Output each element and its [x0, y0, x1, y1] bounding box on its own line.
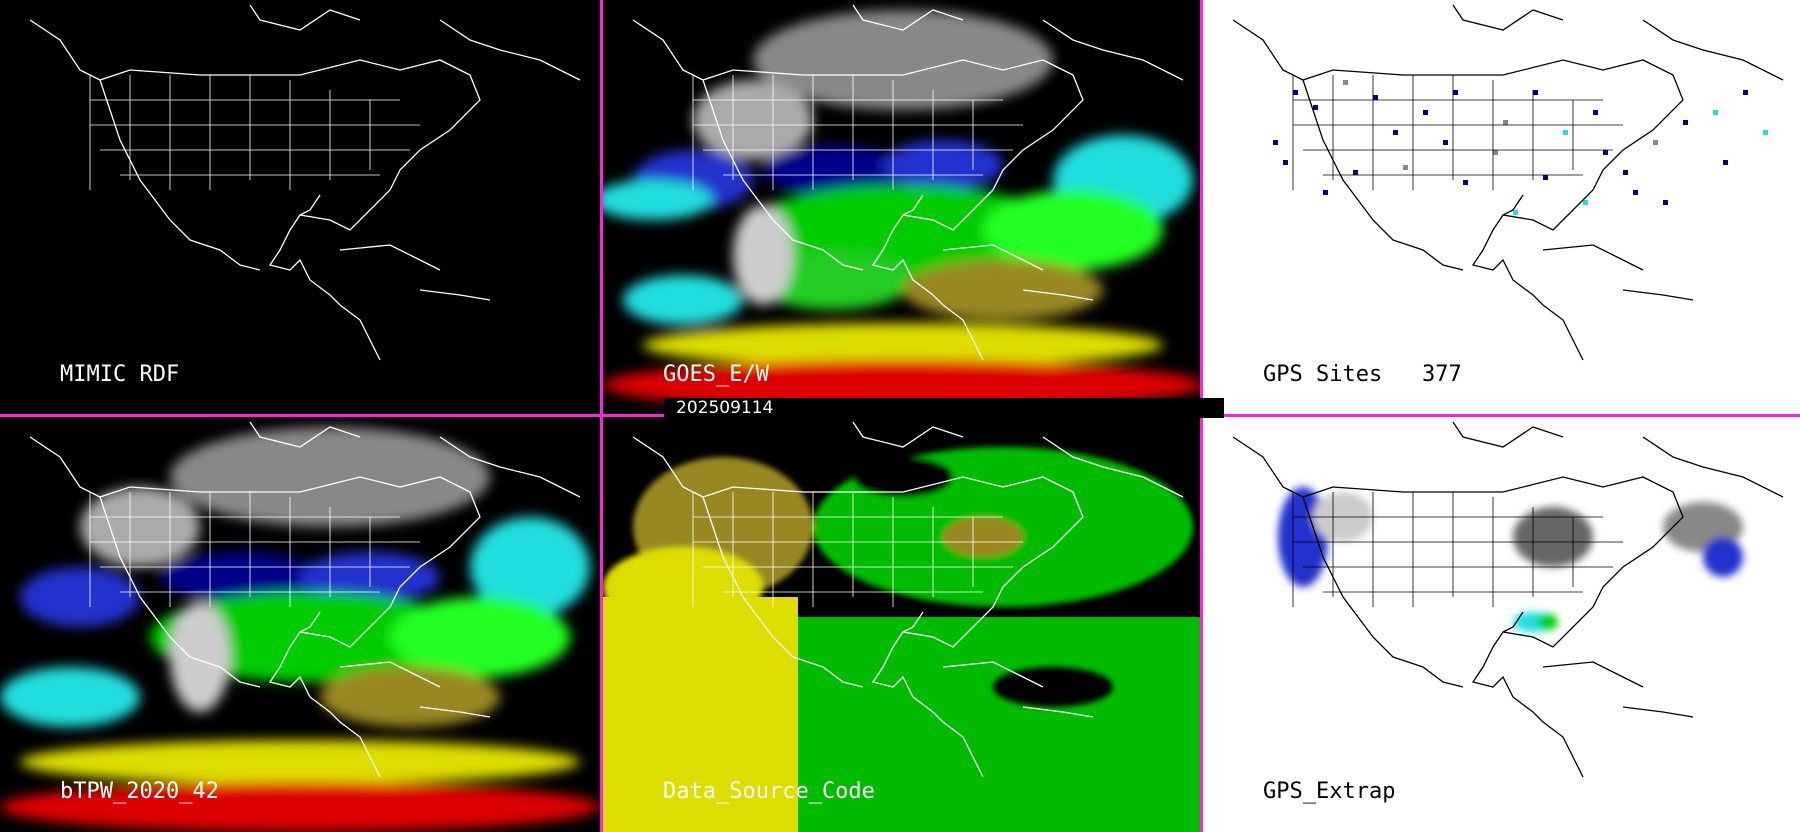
panel-gps-extrap: GPS_Extrap	[1203, 417, 1800, 832]
panel-mimic-rdf: MIMIC RDF	[0, 0, 600, 414]
panel-label: GPS Sites 377	[1263, 362, 1462, 387]
map-goes-ew	[603, 4, 1200, 410]
gps-sites-title: GPS Sites	[1263, 362, 1383, 387]
panel-label: Data_Source_Code	[663, 779, 875, 804]
panel-btpw: bTPW_2020_42	[0, 417, 600, 832]
panel-label: GOES_E/W	[663, 362, 769, 387]
panel-gps-sites: GPS Sites 377	[1203, 0, 1800, 414]
coastline-outline	[1232, 421, 1784, 778]
divider-vertical-left	[600, 0, 603, 832]
panel-goes-ew: GOES_E/W	[603, 0, 1200, 414]
gps-site-markers	[1273, 80, 1768, 215]
panel-data-source: Data_Source_Code	[603, 417, 1200, 832]
coastline-outline	[1232, 4, 1784, 361]
map-gps-sites	[1232, 4, 1784, 361]
gps-sites-count: 377	[1421, 362, 1462, 387]
panel-label: GPS_Extrap	[1263, 779, 1396, 804]
coastline-outline	[29, 421, 581, 778]
coastline-outline	[29, 4, 581, 361]
coastline-outline	[632, 421, 1184, 778]
map-mimic-rdf	[29, 4, 581, 361]
map-gps-extrap	[1232, 421, 1784, 778]
map-btpw	[0, 421, 600, 832]
coastline-outline	[632, 4, 1184, 361]
map-data-source	[603, 421, 1200, 832]
panel-label: MIMIC RDF	[60, 362, 180, 387]
timestamp-bar: 202509114	[664, 398, 1224, 418]
panel-label: bTPW_2020_42	[60, 779, 219, 804]
